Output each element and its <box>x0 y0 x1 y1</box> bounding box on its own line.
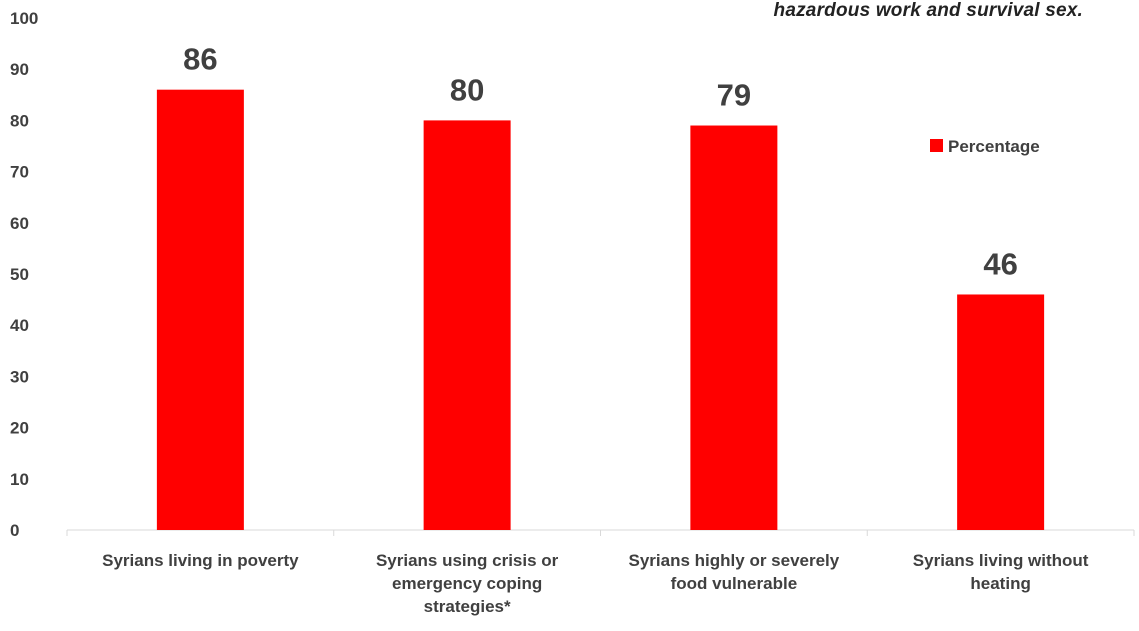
data-label: 86 <box>183 42 217 77</box>
chart-note: hazardous work and survival sex. <box>773 0 1083 21</box>
legend-swatch <box>930 139 943 152</box>
bar <box>957 294 1045 530</box>
x-tick-label: Syrians living without heating <box>912 551 1089 593</box>
y-tick-label: 90 <box>10 60 29 79</box>
x-tick-label: Syrians using crisis or emergency coping s… <box>375 551 559 616</box>
legend-label: Percentage <box>948 137 1040 156</box>
y-tick-label: 70 <box>10 163 29 182</box>
y-tick-label: 100 <box>10 9 38 28</box>
y-tick-label: 0 <box>10 521 19 540</box>
bar <box>156 89 244 531</box>
bar <box>423 120 511 531</box>
y-tick-label: 10 <box>10 470 29 489</box>
y-tick-label: 50 <box>10 265 29 284</box>
x-tick-label: Syrians living in poverty <box>102 551 299 570</box>
x-tick-label: Syrians highly or severely food vulnerabl… <box>628 551 840 593</box>
y-tick-label: 30 <box>10 367 29 386</box>
data-label: 80 <box>450 72 484 107</box>
y-tick-label: 20 <box>10 419 29 438</box>
bar <box>690 125 778 531</box>
data-label: 79 <box>717 78 751 113</box>
data-label: 46 <box>983 246 1017 281</box>
y-tick-label: 40 <box>10 316 29 335</box>
y-tick-label: 80 <box>10 111 29 130</box>
y-tick-label: 60 <box>10 214 29 233</box>
